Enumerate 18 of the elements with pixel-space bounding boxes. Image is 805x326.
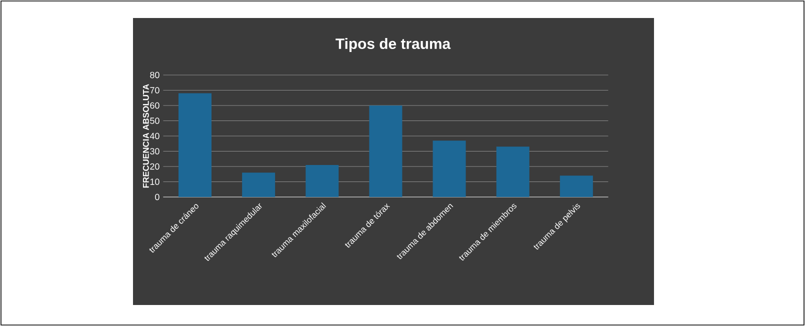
y-tick-label: 40 [150, 132, 160, 140]
bar [178, 93, 212, 197]
bar [560, 176, 593, 197]
bar [432, 140, 466, 197]
bar [369, 106, 402, 197]
y-tick-label: 30 [150, 148, 160, 154]
bar [496, 146, 530, 197]
y-tick-label: 60 [150, 102, 160, 109]
chart-title: Tipos de trauma [336, 38, 451, 52]
y-tick-label: 80 [150, 72, 160, 78]
bar [306, 164, 339, 197]
bar [242, 172, 276, 197]
y-axis-title: FRECUENCIA ABSOLUTA [142, 84, 149, 188]
y-tick-label: 20 [150, 163, 160, 170]
y-tick-label: 0 [155, 194, 160, 200]
y-tick-label: 10 [150, 178, 160, 185]
y-tick-label: 70 [150, 87, 160, 94]
y-tick-label: 50 [150, 118, 160, 124]
